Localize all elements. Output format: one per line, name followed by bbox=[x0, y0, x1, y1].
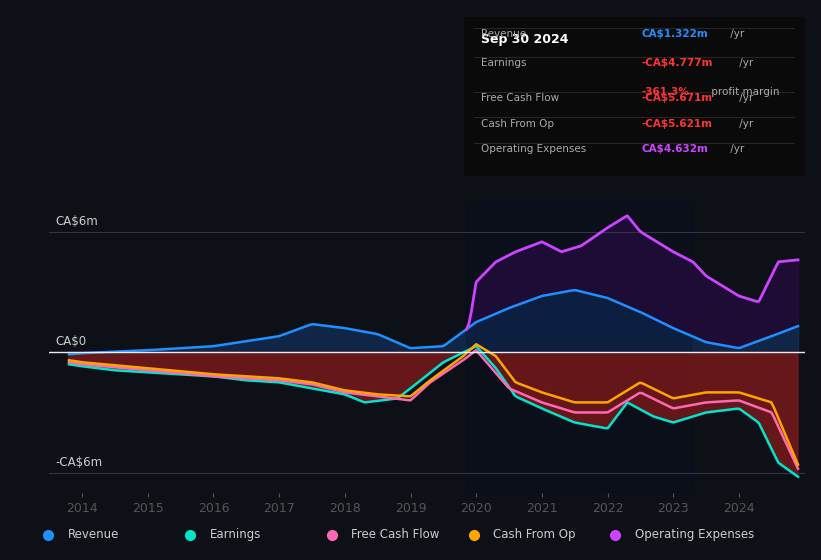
Text: /yr: /yr bbox=[736, 119, 754, 129]
Text: Free Cash Flow: Free Cash Flow bbox=[351, 528, 440, 542]
Text: Revenue: Revenue bbox=[481, 29, 526, 39]
Text: Revenue: Revenue bbox=[67, 528, 119, 542]
Text: Operating Expenses: Operating Expenses bbox=[635, 528, 754, 542]
Text: /yr: /yr bbox=[727, 29, 744, 39]
Text: -CA$5.621m: -CA$5.621m bbox=[641, 119, 712, 129]
Text: Cash From Op: Cash From Op bbox=[481, 119, 554, 129]
Text: -CA$5.671m: -CA$5.671m bbox=[641, 93, 712, 103]
Text: /yr: /yr bbox=[736, 58, 754, 68]
Text: -CA$4.777m: -CA$4.777m bbox=[641, 58, 713, 68]
Text: CA$6m: CA$6m bbox=[56, 214, 99, 228]
Text: Earnings: Earnings bbox=[209, 528, 261, 542]
Text: profit margin: profit margin bbox=[708, 87, 779, 97]
Text: CA$1.322m: CA$1.322m bbox=[641, 29, 708, 39]
Bar bbox=[466, 202, 693, 493]
Text: Earnings: Earnings bbox=[481, 58, 526, 68]
Text: CA$0: CA$0 bbox=[56, 335, 87, 348]
Text: Free Cash Flow: Free Cash Flow bbox=[481, 93, 559, 103]
Text: Sep 30 2024: Sep 30 2024 bbox=[481, 32, 568, 46]
Text: /yr: /yr bbox=[736, 93, 754, 103]
Text: -CA$6m: -CA$6m bbox=[56, 456, 103, 469]
Text: CA$4.632m: CA$4.632m bbox=[641, 144, 708, 154]
Text: Cash From Op: Cash From Op bbox=[493, 528, 576, 542]
Text: -361.3%: -361.3% bbox=[641, 87, 689, 97]
Text: /yr: /yr bbox=[727, 144, 744, 154]
Text: Operating Expenses: Operating Expenses bbox=[481, 144, 586, 154]
